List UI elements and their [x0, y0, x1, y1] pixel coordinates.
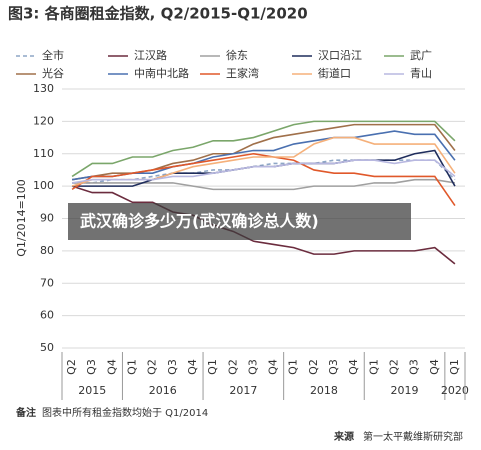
legend-label: 王家湾 — [226, 66, 259, 80]
y-tick-label: 100 — [33, 179, 54, 192]
y-tick-label: 120 — [33, 114, 54, 127]
year-label: 2020 — [441, 384, 469, 397]
x-tick-label: Q1 — [287, 359, 300, 375]
x-tick-label: Q4 — [186, 359, 199, 375]
x-tick-label: Q1 — [126, 359, 139, 375]
x-tick-label: Q2 — [146, 359, 159, 375]
series-line — [71, 136, 456, 187]
year-label: 2018 — [310, 384, 338, 397]
series-line — [71, 159, 456, 184]
legend-label: 江汉路 — [134, 49, 167, 62]
y-tick-label: 130 — [33, 82, 54, 95]
x-tick-label: Q4 — [428, 359, 441, 375]
series-line — [71, 123, 456, 181]
x-tick-label: Q2 — [65, 359, 78, 375]
y-tick-label: 90 — [40, 212, 54, 225]
legend-label: 全市 — [42, 48, 64, 62]
x-tick-label: Q3 — [246, 359, 259, 375]
legend-label: 青山 — [410, 67, 432, 80]
year-label: 2019 — [391, 384, 419, 397]
y-tick-label: 60 — [40, 309, 54, 322]
year-label: 2017 — [229, 384, 257, 397]
x-tick-label: Q3 — [408, 359, 421, 375]
y-tick-label: 80 — [40, 244, 54, 257]
x-tick-label: Q3 — [166, 359, 179, 375]
y-axis-label: Q1/2014=100 — [15, 179, 28, 257]
x-tick-label: Q1 — [448, 359, 461, 375]
legend-label: 汉口沿江 — [318, 49, 362, 62]
legend-label: 武广 — [410, 49, 432, 62]
overlay-text: 武汉确诊多少万(武汉确诊总人数) — [80, 212, 319, 231]
legend-label: 光谷 — [42, 66, 64, 80]
year-label: 2016 — [149, 384, 177, 397]
x-tick-label: Q3 — [85, 359, 98, 375]
x-tick-label: Q2 — [307, 359, 320, 375]
year-label: 2015 — [78, 384, 106, 397]
chart-title: 图3: 各商圈租金指数, Q2/2015-Q1/2020 — [8, 5, 308, 23]
legend-label: 徐东 — [226, 48, 248, 62]
series-line — [72, 178, 456, 191]
note-label: 备注 — [15, 406, 36, 419]
source: 第一太平戴维斯研究部 — [363, 430, 463, 443]
x-tick-label: Q3 — [327, 359, 340, 375]
note: 图表中所有租金指数均始于 Q1/2014 — [42, 406, 208, 419]
overlay-box — [68, 203, 411, 240]
x-tick-label: Q1 — [367, 359, 380, 375]
series-line — [71, 185, 456, 265]
x-tick-label: Q2 — [226, 359, 239, 375]
series-line — [71, 152, 456, 207]
legend-label: 街道口 — [318, 66, 351, 80]
x-tick-label: Q4 — [105, 359, 118, 375]
y-tick-label: 70 — [40, 276, 54, 289]
series-line — [71, 120, 456, 178]
x-tick-label: Q1 — [206, 359, 219, 375]
x-tick-label: Q4 — [267, 359, 280, 375]
legend-label: 中南中北路 — [134, 67, 189, 80]
y-tick-label: 50 — [40, 341, 54, 354]
y-tick-label: 110 — [33, 147, 54, 160]
x-tick-label: Q4 — [347, 359, 360, 375]
source-label: 来源 — [333, 430, 354, 443]
x-tick-label: Q2 — [387, 359, 400, 375]
